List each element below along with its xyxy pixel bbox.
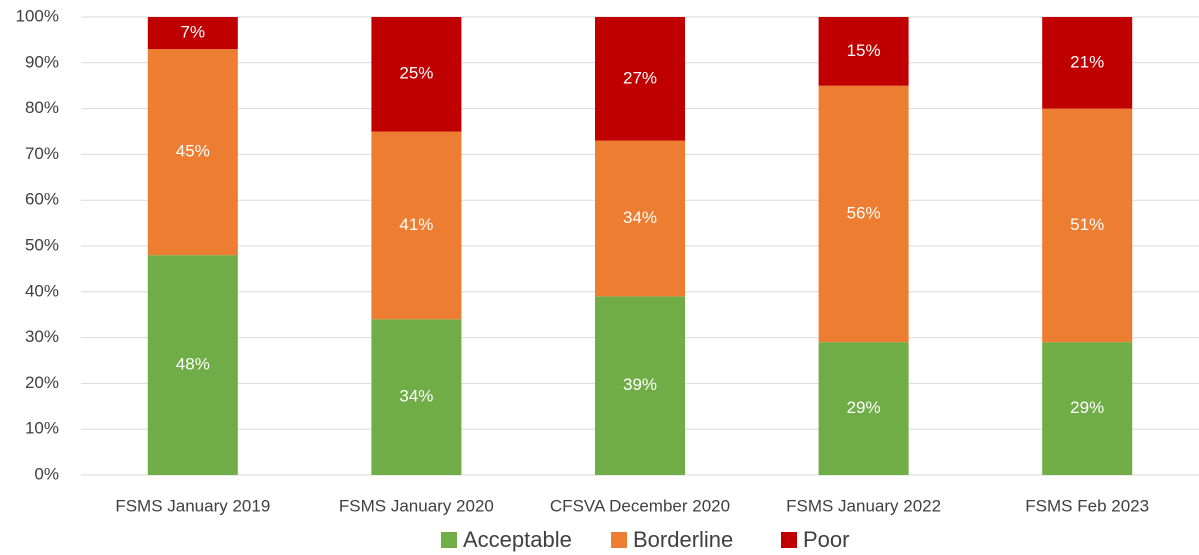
- bar-segment: [1042, 17, 1133, 109]
- legend-swatch: [781, 532, 797, 548]
- bar-segment: [818, 17, 909, 86]
- bar-segment: [1042, 108, 1133, 343]
- legend-label: Borderline: [633, 527, 733, 552]
- x-tick-label: FSMS January 2022: [786, 496, 941, 515]
- x-tick-label: FSMS Feb 2023: [1025, 496, 1149, 515]
- data-label: 27%: [623, 68, 657, 87]
- y-tick-label: 20%: [25, 373, 59, 392]
- bar-segment: [818, 342, 909, 475]
- data-label: 15%: [847, 41, 881, 60]
- y-tick-label: 60%: [25, 190, 59, 209]
- x-tick-label: FSMS January 2019: [115, 496, 270, 515]
- bar-segment: [371, 131, 462, 320]
- bar-segment: [818, 85, 909, 343]
- data-label: 21%: [1070, 52, 1104, 71]
- y-tick-label: 0%: [34, 464, 59, 483]
- data-label: 51%: [1070, 215, 1104, 234]
- y-tick-label: 90%: [25, 52, 59, 71]
- labels: 0% 10% 20% 30% 40% 50% 60% 70% 80% 90% 100% FSMS Ja…: [16, 6, 1150, 551]
- legend-label: Acceptable: [463, 527, 572, 552]
- legend-label: Poor: [803, 527, 849, 552]
- data-label: 29%: [847, 398, 881, 417]
- legend-swatch: [441, 532, 457, 548]
- x-tick-label: CFSVA December 2020: [550, 496, 730, 515]
- y-tick-label: 40%: [25, 281, 59, 300]
- bar-segment: [595, 140, 685, 297]
- data-label: 29%: [1070, 398, 1104, 417]
- bar-segment: [147, 255, 238, 475]
- y-tick-label: 80%: [25, 98, 59, 117]
- bar-segment: [147, 17, 238, 50]
- data-label: 48%: [176, 355, 210, 374]
- y-tick-label: 50%: [25, 235, 59, 254]
- bar-segment: [371, 319, 462, 475]
- y-tick-label: 10%: [25, 419, 59, 438]
- data-label: 25%: [399, 64, 433, 83]
- bar-segment: [595, 296, 685, 475]
- data-label: 7%: [181, 23, 206, 42]
- data-label: 56%: [847, 203, 881, 222]
- y-tick-label: 30%: [25, 327, 59, 346]
- y-tick-label: 70%: [25, 144, 59, 163]
- data-label: 34%: [399, 387, 433, 406]
- y-tick-label: 100%: [16, 6, 59, 25]
- bar-segment: [371, 17, 462, 132]
- x-tick-label: FSMS January 2020: [339, 496, 494, 515]
- bars: [147, 17, 1133, 475]
- data-label: 34%: [623, 208, 657, 227]
- data-label: 41%: [399, 215, 433, 234]
- bar-segment: [595, 17, 685, 141]
- legend-swatch: [611, 532, 627, 548]
- data-label: 39%: [623, 375, 657, 394]
- bar-segment: [147, 49, 238, 256]
- bar-segment: [1042, 342, 1133, 475]
- data-label: 45%: [176, 142, 210, 161]
